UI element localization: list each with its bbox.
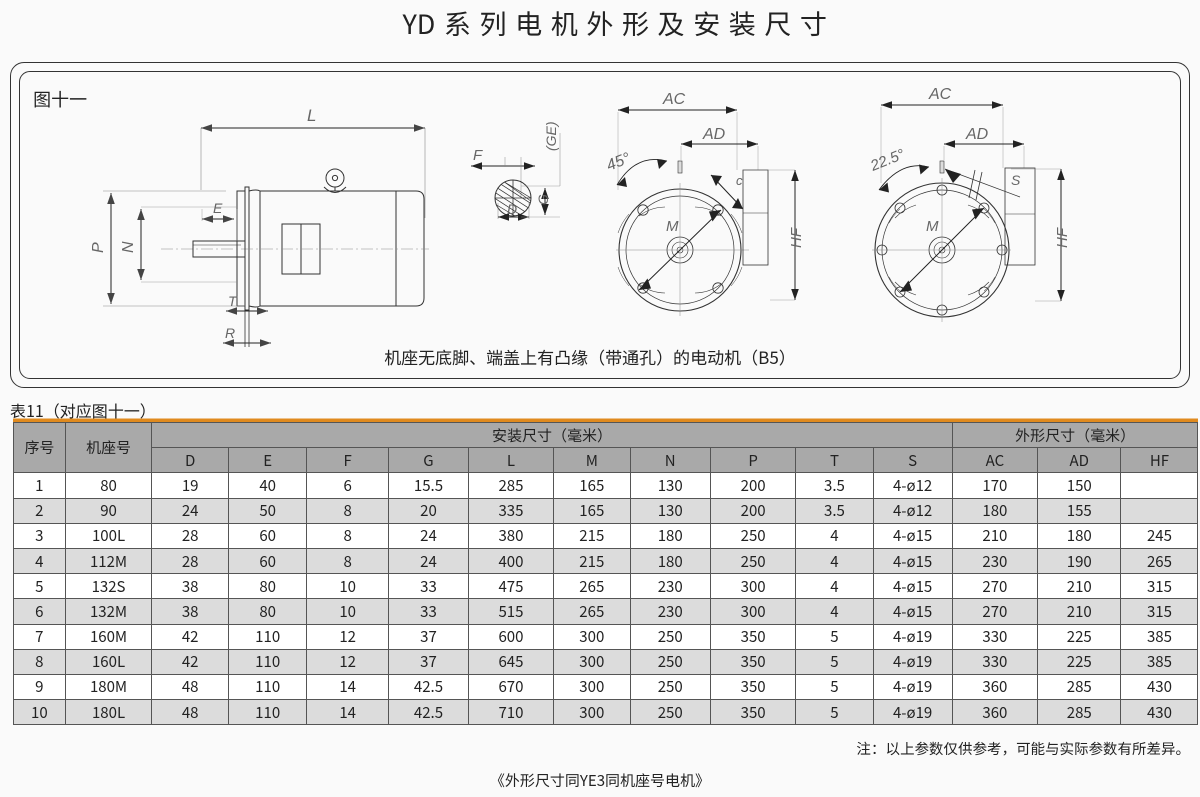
svg-text:AD: AD xyxy=(965,126,989,143)
svg-text:L: L xyxy=(307,106,316,125)
svg-text:(GE): (GE) xyxy=(543,121,559,151)
svg-text:P: P xyxy=(90,242,107,253)
svg-text:M: M xyxy=(926,218,939,235)
svg-text:AD: AD xyxy=(702,126,726,143)
svg-text:F: F xyxy=(473,147,483,164)
svg-text:HF: HF xyxy=(1054,227,1071,248)
svg-text:S: S xyxy=(1011,172,1021,188)
svg-text:N: N xyxy=(120,241,137,253)
svg-text:c: c xyxy=(736,173,743,188)
svg-text:G: G xyxy=(535,194,551,205)
svg-text:45°: 45° xyxy=(604,150,633,175)
svg-text:AC: AC xyxy=(928,86,952,103)
svg-text:22.5°: 22.5° xyxy=(867,146,907,175)
svg-text:T: T xyxy=(228,293,238,309)
svg-text:HF: HF xyxy=(788,227,805,248)
svg-text:AC: AC xyxy=(662,91,686,108)
svg-text:M: M xyxy=(666,218,679,235)
svg-text:E: E xyxy=(213,200,223,216)
svg-text:R: R xyxy=(225,325,235,341)
svg-text:D: D xyxy=(507,201,517,217)
